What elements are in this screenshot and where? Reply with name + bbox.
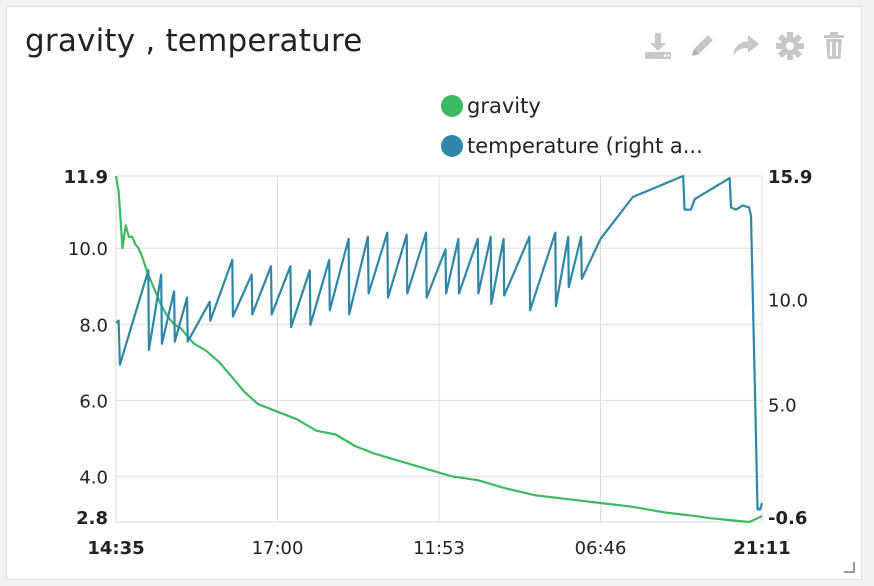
y-right-tick-label: -0.6 <box>768 508 807 529</box>
series-line-temperature <box>115 174 764 511</box>
y-right-tick-label: 10.0 <box>768 291 808 312</box>
edit-button[interactable] <box>683 27 721 65</box>
panel-title: gravity , temperature <box>25 23 363 59</box>
y-left-tick-label: 2.8 <box>76 508 108 529</box>
gear-icon <box>776 32 804 60</box>
pencil-icon <box>692 35 713 56</box>
resize-handle-icon[interactable] <box>843 561 855 573</box>
chart-grid <box>115 175 763 523</box>
settings-button[interactable] <box>771 27 809 65</box>
series-line-gravity <box>114 175 763 524</box>
download-icon <box>645 33 671 59</box>
chart-series <box>114 174 764 524</box>
x-tick-label: 17:00 <box>252 538 304 559</box>
delete-button[interactable] <box>815 27 853 65</box>
y-left-tick-label: 8.0 <box>79 315 108 336</box>
x-axis-ticks: 14:35 17:00 11:53 06:46 21:11 <box>87 538 790 559</box>
share-icon <box>733 35 759 56</box>
y-left-tick-label: 10.0 <box>68 239 108 260</box>
left-axis-ticks: 11.9 10.0 8.0 6.0 4.0 2.8 <box>64 167 108 529</box>
y-left-tick-label: 4.0 <box>79 467 108 488</box>
legend-label: gravity <box>467 94 541 118</box>
x-tick-label: 11:53 <box>413 538 465 559</box>
x-tick-label: 14:35 <box>87 538 144 559</box>
legend-swatch-temperature <box>441 135 463 157</box>
panel-toolbar <box>639 27 853 65</box>
x-tick-label: 21:11 <box>733 538 790 559</box>
share-button[interactable] <box>727 27 765 65</box>
right-axis-ticks: 15.9 10.0 5.0 -0.6 <box>768 167 812 529</box>
y-right-tick-label: 15.9 <box>768 167 812 188</box>
x-tick-label: 06:46 <box>575 538 627 559</box>
legend-swatch-gravity <box>441 95 463 117</box>
trash-icon <box>824 32 844 59</box>
chart-legend: gravity temperature (right a... <box>441 94 703 158</box>
download-button[interactable] <box>639 27 677 65</box>
y-left-tick-label: 11.9 <box>64 167 108 188</box>
y-left-tick-label: 6.0 <box>79 391 108 412</box>
legend-label: temperature (right a... <box>467 134 703 158</box>
y-right-tick-label: 5.0 <box>768 396 797 417</box>
